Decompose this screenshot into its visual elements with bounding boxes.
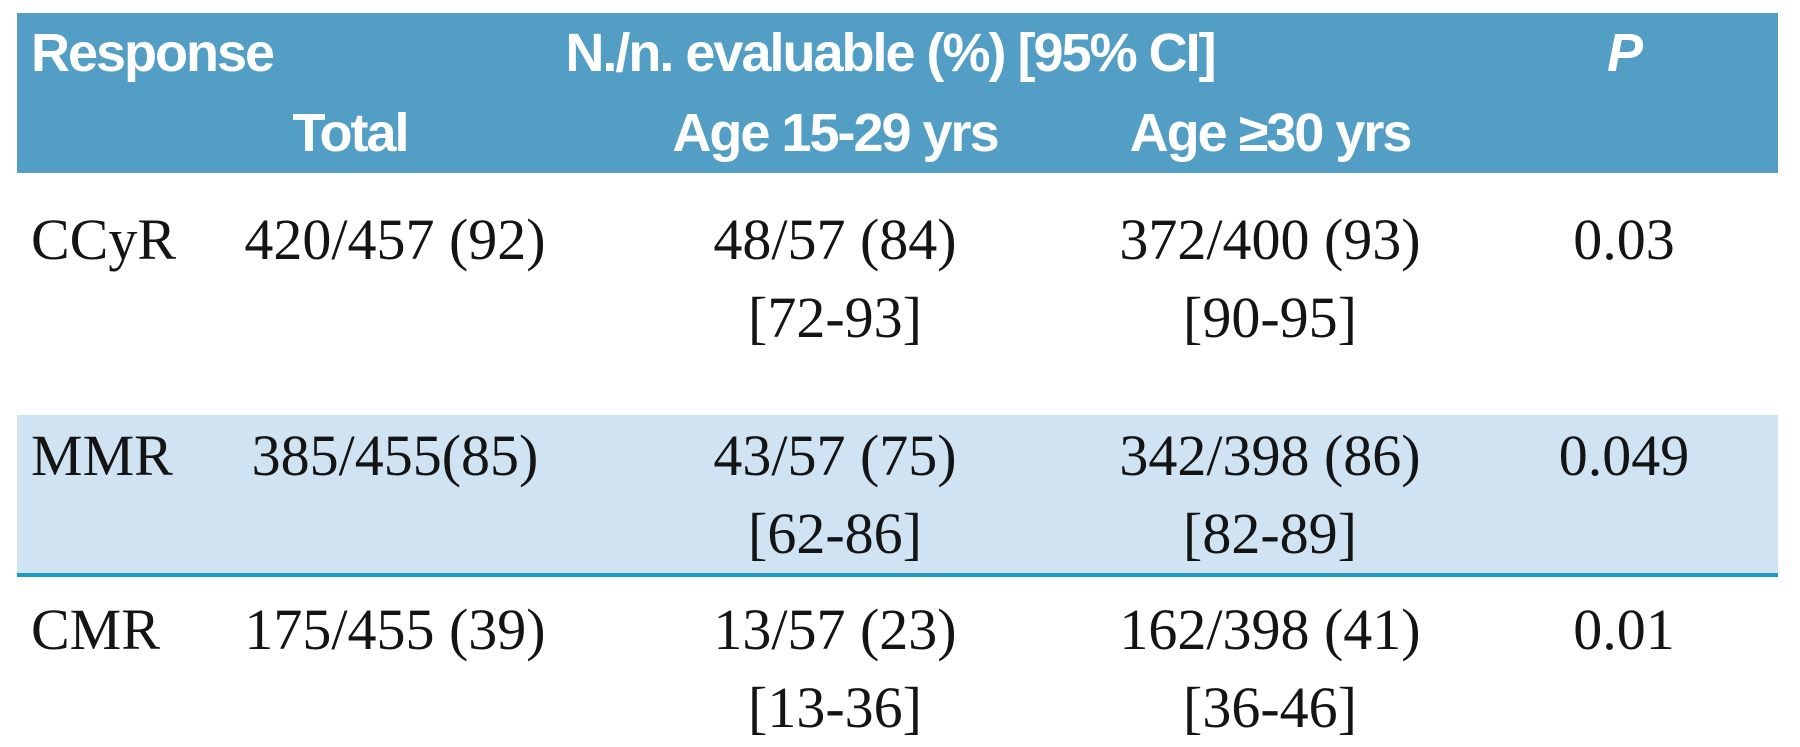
cell-value: 342/398 (86) <box>1119 423 1421 488</box>
header-age-15-29: Age 15-29 yrs <box>600 93 1070 173</box>
cell-p-value: 0.03 <box>1470 173 1778 415</box>
cell-response: MMR <box>17 415 190 577</box>
header-row-sub: Total Age 15-29 yrs Age ≥30 yrs <box>17 93 1778 173</box>
header-evaluable-span: N./n. evaluable (%) [95% CI] <box>190 13 1470 93</box>
cell-ci: [13-36] <box>748 675 922 740</box>
cell-p-value: 0.049 <box>1470 415 1778 577</box>
cell-ci: [62-86] <box>748 501 922 566</box>
cell-value: 420/457 (92) <box>244 207 546 272</box>
cell-ci: [90-95] <box>1183 285 1357 350</box>
cell-age-15-29: 48/57 (84) [72-93] <box>600 173 1070 415</box>
table-container: Response N./n. evaluable (%) [95% CI] P … <box>17 13 1778 747</box>
header-row-main: Response N./n. evaluable (%) [95% CI] P <box>17 13 1778 93</box>
table-body: CCyR 420/457 (92) 48/57 (84) [72-93] 372… <box>17 173 1778 747</box>
cell-value: 43/57 (75) <box>713 423 957 488</box>
header-spacer-right <box>1470 93 1778 173</box>
header-p-value: P <box>1470 13 1778 93</box>
cell-value: 0.03 <box>1573 207 1675 272</box>
cell-age-30-plus: 342/398 (86) [82-89] <box>1070 415 1470 577</box>
cell-value: 372/400 (93) <box>1119 207 1421 272</box>
cell-age-30-plus: 162/398 (41) [36-46] <box>1070 575 1470 747</box>
table-row-mmr: MMR 385/455(85) 43/57 (75) [62-86] 342/3… <box>17 415 1778 577</box>
cell-value: 13/57 (23) <box>713 597 957 662</box>
cell-value: 48/57 (84) <box>713 207 957 272</box>
cell-value: 162/398 (41) <box>1119 597 1421 662</box>
response-label: MMR <box>31 423 173 488</box>
table-row-cmr: CMR 175/455 (39) 13/57 (23) [13-36] 162/… <box>17 575 1778 747</box>
cell-ci: [36-46] <box>1183 675 1357 740</box>
response-results-table: Response N./n. evaluable (%) [95% CI] P … <box>17 13 1778 747</box>
cell-value: 0.01 <box>1573 597 1675 662</box>
cell-total: 420/457 (92) <box>190 173 600 415</box>
response-label: CMR <box>31 597 160 662</box>
header-age-30-plus: Age ≥30 yrs <box>1070 93 1470 173</box>
cell-age-15-29: 43/57 (75) [62-86] <box>600 415 1070 577</box>
header-total: Total <box>190 93 600 173</box>
cell-value: 175/455 (39) <box>244 597 546 662</box>
cell-response: CMR <box>17 575 190 747</box>
header-response: Response <box>17 13 275 93</box>
cell-value: 385/455(85) <box>251 423 539 488</box>
cell-ci: [72-93] <box>748 285 922 350</box>
response-label: CCyR <box>31 207 177 272</box>
cell-age-15-29: 13/57 (23) [13-36] <box>600 575 1070 747</box>
cell-age-30-plus: 372/400 (93) [90-95] <box>1070 173 1470 415</box>
cell-p-value: 0.01 <box>1470 575 1778 747</box>
cell-total: 175/455 (39) <box>190 575 600 747</box>
cell-response: CCyR <box>17 173 190 415</box>
table-header: Response N./n. evaluable (%) [95% CI] P … <box>17 13 1778 173</box>
table-row-ccyr: CCyR 420/457 (92) 48/57 (84) [72-93] 372… <box>17 173 1778 415</box>
cell-total: 385/455(85) <box>190 415 600 577</box>
cell-value: 0.049 <box>1558 423 1690 488</box>
header-spacer-left <box>17 93 190 173</box>
cell-ci: [82-89] <box>1183 501 1357 566</box>
